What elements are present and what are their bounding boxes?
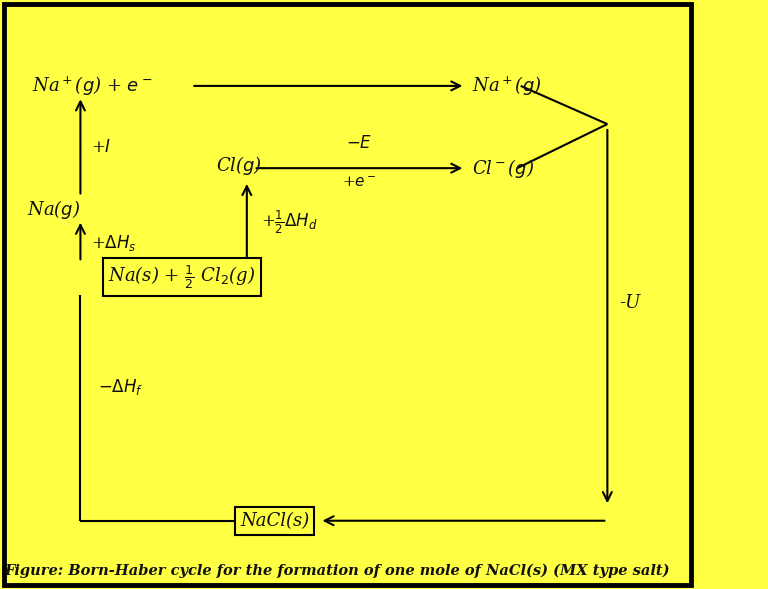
Text: Cl$^-$($g$): Cl$^-$($g$) [472,157,535,180]
Text: Na$^+$($g$): Na$^+$($g$) [472,74,541,97]
Text: Na$^+$($g$) + $e^-$: Na$^+$($g$) + $e^-$ [32,74,153,97]
Text: -U: -U [620,294,641,312]
Text: NaCl(s): NaCl(s) [240,512,310,530]
Text: Figure: Born-Haber cycle for the formation of one mole of NaCl(s) (MX type salt): Figure: Born-Haber cycle for the formati… [4,563,670,578]
Text: $-E$: $-E$ [346,135,372,152]
Text: +$e^-$: +$e^-$ [342,176,377,190]
Text: Cl($g$): Cl($g$) [216,154,262,177]
Text: $-\Delta H_f$: $-\Delta H_f$ [98,377,143,397]
Text: Na(s) + $\frac{1}{2}$ Cl$_2$(g): Na(s) + $\frac{1}{2}$ Cl$_2$(g) [108,263,256,291]
Text: +$I$: +$I$ [91,139,111,156]
Text: +$\frac{1}{2}\Delta H_d$: +$\frac{1}{2}\Delta H_d$ [260,209,317,236]
Text: Na($g$): Na($g$) [27,198,81,221]
Text: +$\Delta H_s$: +$\Delta H_s$ [91,233,137,253]
